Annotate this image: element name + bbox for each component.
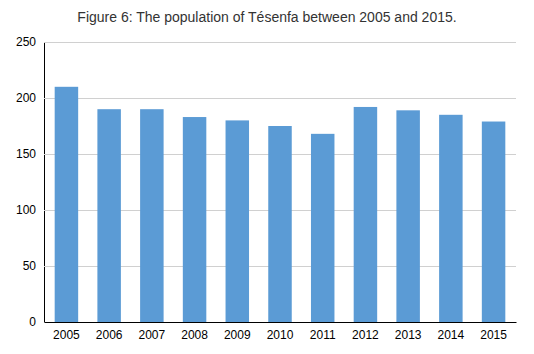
bars xyxy=(55,87,506,322)
x-tick-label: 2008 xyxy=(181,328,208,342)
x-tick-label: 2010 xyxy=(267,328,294,342)
x-axis-line xyxy=(45,322,517,323)
x-tick: 2011 xyxy=(310,328,336,342)
bar xyxy=(396,110,419,322)
x-tick: 2006 xyxy=(96,328,123,342)
x-tick-label: 2011 xyxy=(310,328,336,342)
y-axis: 0 50 100 150 200 250 xyxy=(16,35,516,329)
y-tick: 200 xyxy=(16,91,516,105)
bar xyxy=(482,122,505,322)
x-tick-label: 2013 xyxy=(395,328,422,342)
x-tick-label: 2015 xyxy=(480,328,507,342)
bar xyxy=(439,115,462,322)
x-tick-label: 2012 xyxy=(352,328,379,342)
x-tick: 2005 xyxy=(53,328,80,342)
x-tick-label: 2006 xyxy=(96,328,123,342)
grid-line xyxy=(44,42,516,43)
x-tick-label: 2014 xyxy=(438,328,465,342)
x-tick-label: 2007 xyxy=(139,328,166,342)
bar xyxy=(97,109,120,322)
plot: 0501001502002502005200620072008200920102… xyxy=(16,35,517,341)
x-tick: 2007 xyxy=(139,328,166,342)
x-tick: 2009 xyxy=(224,328,251,342)
x-tick: 2014 xyxy=(438,328,465,342)
x-tick: 2012 xyxy=(352,328,379,342)
bar xyxy=(226,120,249,322)
x-tick-label: 2009 xyxy=(224,328,251,342)
y-tick-label: 100 xyxy=(16,203,36,217)
x-tick-label: 2005 xyxy=(53,328,80,342)
y-axis-line xyxy=(45,43,517,323)
bar xyxy=(354,107,377,322)
y-tick-label: 250 xyxy=(16,35,36,49)
y-tick-label: 0 xyxy=(29,315,36,329)
x-tick: 2013 xyxy=(395,328,422,342)
chart: Figure 6: The population of Tésenfa betw… xyxy=(0,0,534,354)
x-tick: 2008 xyxy=(181,328,208,342)
y-tick-label: 150 xyxy=(16,147,36,161)
x-tick: 2010 xyxy=(267,328,294,342)
y-tick: 250 xyxy=(16,35,516,49)
grid-line xyxy=(44,98,516,99)
bar xyxy=(55,87,78,322)
x-tick: 2015 xyxy=(480,328,507,342)
bar xyxy=(140,109,163,322)
title: Figure 6: The population of Tésenfa betw… xyxy=(77,9,456,25)
bar xyxy=(311,134,334,322)
grid-line xyxy=(44,322,516,323)
y-tick-label: 200 xyxy=(16,91,36,105)
x-axis: 2005 2006 2007 2008 2009 2010 2011 2012 2013 2014… xyxy=(45,323,517,342)
y-tick-label: 50 xyxy=(23,259,37,273)
bar xyxy=(268,126,291,322)
bar xyxy=(183,117,206,322)
